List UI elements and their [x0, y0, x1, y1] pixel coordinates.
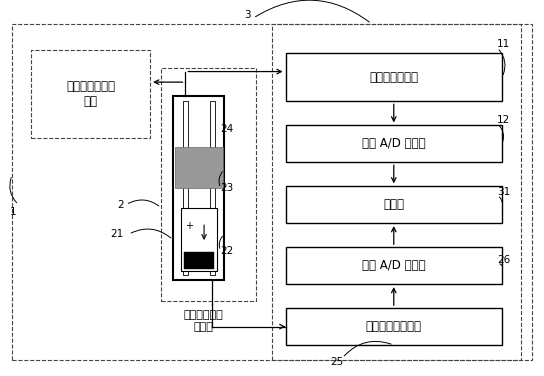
Text: 31: 31 [497, 187, 510, 197]
Bar [211, 102, 215, 275]
Bar [286, 247, 502, 284]
Bar [181, 208, 217, 271]
Bar [286, 186, 502, 223]
Text: 1: 1 [10, 207, 17, 217]
Text: 3: 3 [244, 9, 251, 20]
Bar [272, 24, 521, 360]
Bar [286, 125, 502, 162]
Text: 第二 A/D 转换器: 第二 A/D 转换器 [362, 259, 425, 272]
Text: 电池充放电设置
模块: 电池充放电设置 模块 [66, 80, 115, 108]
Bar [183, 102, 188, 275]
Text: +: + [184, 221, 193, 231]
Text: 25: 25 [330, 357, 344, 367]
Bar [173, 96, 224, 280]
Text: 24: 24 [220, 124, 234, 134]
Text: 第一 A/D 转换器: 第一 A/D 转换器 [362, 137, 425, 150]
Text: 电信号处理模块: 电信号处理模块 [369, 71, 418, 84]
Bar [183, 252, 214, 269]
Text: 热流信号处理模块: 热流信号处理模块 [366, 320, 422, 333]
Bar [161, 68, 256, 301]
Text: 12: 12 [497, 115, 510, 125]
Text: 热导式量热测
定模块: 热导式量热测 定模块 [183, 310, 223, 332]
Text: 22: 22 [220, 246, 234, 256]
Bar [31, 50, 150, 138]
Text: 分析器: 分析器 [384, 198, 404, 211]
Text: 11: 11 [497, 39, 510, 49]
Text: 2: 2 [117, 200, 124, 210]
Bar [175, 147, 222, 188]
Text: 23: 23 [220, 183, 234, 193]
Text: 21: 21 [110, 229, 123, 239]
Bar [286, 308, 502, 345]
Text: 26: 26 [497, 255, 510, 265]
Bar [286, 53, 502, 102]
